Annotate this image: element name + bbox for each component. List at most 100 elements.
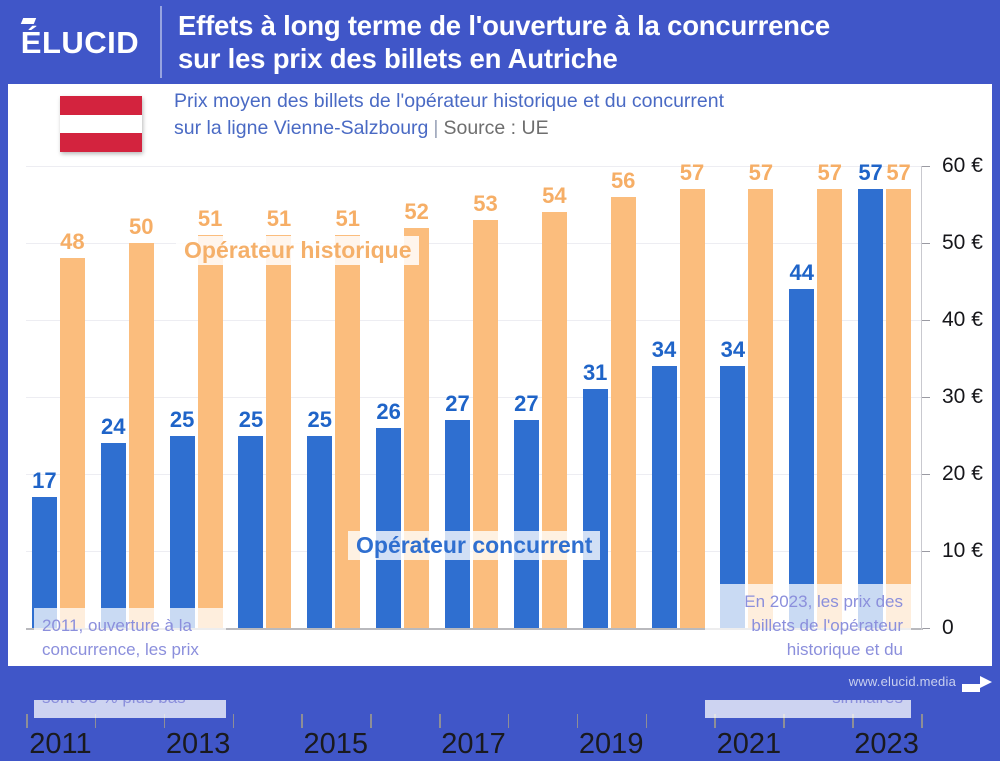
bar-historique-2021 bbox=[748, 189, 774, 628]
austria-flag-icon bbox=[60, 96, 142, 152]
footer-bar: www.elucid.media bbox=[0, 666, 1000, 700]
bar-historique-2011 bbox=[59, 258, 85, 628]
bar-concurrent-2013 bbox=[169, 435, 195, 628]
x-axis-label-2015: 2015 bbox=[303, 728, 369, 760]
bar-historique-2017 bbox=[473, 219, 498, 628]
x-axis-label-2011: 2011 bbox=[29, 728, 92, 760]
header-divider bbox=[160, 6, 162, 78]
bar-value-label: 24 bbox=[101, 414, 126, 440]
bar-value-label: 57 bbox=[886, 160, 911, 186]
x-axis-baseline bbox=[26, 628, 923, 630]
bar-value-label: 51 bbox=[266, 206, 292, 232]
bar-value-label: 57 bbox=[858, 160, 883, 186]
bar-value-label: 34 bbox=[720, 337, 746, 363]
x-axis-tick bbox=[921, 714, 923, 728]
footer-url: www.elucid.media bbox=[848, 674, 956, 689]
bar-concurrent-2017 bbox=[445, 420, 470, 628]
x-axis-tick bbox=[576, 714, 579, 728]
bar-value-label: 25 bbox=[307, 406, 333, 432]
chart-subtitle: Prix moyen des billets de l'opérateur hi… bbox=[174, 88, 974, 142]
bar-historique-2018 bbox=[541, 212, 567, 628]
bar-value-label: 25 bbox=[169, 406, 195, 432]
bar-concurrent-2012 bbox=[100, 443, 126, 628]
x-axis-label-2019: 2019 bbox=[578, 728, 644, 760]
logo-text: ÉLUCID bbox=[20, 24, 140, 60]
x-axis-label-2021: 2021 bbox=[716, 728, 782, 760]
bar-value-label: 54 bbox=[542, 183, 567, 209]
elucid-logo: ÉLUCID bbox=[0, 0, 160, 84]
logo-accent-icon bbox=[20, 17, 37, 24]
x-axis-tick bbox=[26, 714, 28, 728]
bar-value-label: 57 bbox=[748, 160, 774, 186]
bar-concurrent-2019 bbox=[582, 389, 608, 628]
bar-concurrent-2020 bbox=[651, 366, 677, 628]
x-axis-tick bbox=[370, 714, 372, 728]
x-axis-label-2023: 2023 bbox=[854, 728, 919, 760]
gridline bbox=[26, 166, 921, 167]
bar-historique-2023 bbox=[886, 189, 912, 628]
page-title-line-2: sur les prix des billets en Autriche bbox=[178, 43, 618, 74]
bar-value-label: 57 bbox=[679, 160, 705, 186]
subtitle-route: sur la ligne Vienne-Salzbourg bbox=[174, 117, 429, 139]
y-axis-label: 10 € bbox=[942, 539, 983, 562]
bar-historique-2020 bbox=[679, 189, 705, 628]
x-axis-tick bbox=[439, 714, 441, 728]
y-axis-label: 50 € bbox=[942, 231, 983, 254]
bar-concurrent-2022 bbox=[789, 289, 815, 628]
y-axis-tick bbox=[921, 243, 930, 244]
bar-value-label: 44 bbox=[789, 260, 814, 286]
bar-value-label: 27 bbox=[445, 391, 470, 417]
y-axis-label: 20 € bbox=[942, 462, 983, 485]
y-axis-tick bbox=[921, 166, 930, 167]
bar-value-label: 48 bbox=[60, 229, 85, 255]
legend-label-historique: Opérateur historique bbox=[176, 236, 420, 265]
bar-value-label: 25 bbox=[238, 406, 264, 432]
bar-historique-2014 bbox=[266, 235, 292, 628]
flag-band-bottom bbox=[60, 133, 142, 152]
subtitle-line-1: Prix moyen des billets de l'opérateur hi… bbox=[174, 90, 725, 112]
bar-value-label: 56 bbox=[610, 167, 636, 193]
legend-label-concurrent: Opérateur concurrent bbox=[348, 531, 601, 560]
bar-concurrent-2016 bbox=[376, 427, 402, 628]
y-axis-tick bbox=[921, 628, 930, 629]
y-axis-label: 60 € bbox=[942, 154, 983, 177]
bar-value-label: 57 bbox=[817, 160, 842, 186]
flag-band-top bbox=[60, 96, 142, 115]
y-axis-tick bbox=[921, 474, 930, 475]
bar-concurrent-2011 bbox=[31, 497, 57, 628]
bar-value-label: 17 bbox=[32, 468, 57, 494]
header-bar: ÉLUCID Effets à long terme de l'ouvertur… bbox=[0, 0, 1000, 84]
y-axis-label: 30 € bbox=[942, 385, 983, 408]
page-title-line-1: Effets à long terme de l'ouverture à la … bbox=[178, 10, 830, 41]
bar-value-label: 26 bbox=[376, 398, 401, 424]
bar-value-label: 27 bbox=[514, 391, 539, 417]
subtitle-source: Source : UE bbox=[443, 117, 549, 139]
bar-value-label: 31 bbox=[582, 360, 608, 386]
y-axis-tick bbox=[921, 397, 930, 398]
y-axis-line bbox=[921, 166, 922, 630]
bar-concurrent-2018 bbox=[513, 420, 539, 628]
bar-value-label: 50 bbox=[129, 214, 154, 239]
bar-historique-2013 bbox=[197, 235, 223, 628]
bar-concurrent-2023 bbox=[858, 189, 884, 628]
x-axis-tick bbox=[301, 714, 303, 728]
y-axis-tick bbox=[921, 320, 930, 321]
x-axis-label-2013: 2013 bbox=[165, 728, 231, 760]
bar-value-label: 52 bbox=[404, 198, 429, 224]
plot-area: 0 10 € 20 € 30 € 40 € 50 € 60 € 17 48 24 50 25 51 25 5… bbox=[26, 154, 983, 639]
chart-card: Prix moyen des billets de l'opérateur hi… bbox=[8, 84, 992, 760]
x-axis-label-2017: 2017 bbox=[441, 728, 506, 760]
flag-band-middle bbox=[60, 114, 142, 134]
bar-historique-2022 bbox=[817, 189, 843, 628]
x-axis-tick bbox=[232, 714, 235, 728]
bar-historique-2019 bbox=[610, 196, 636, 628]
bar-historique-2012 bbox=[128, 243, 154, 628]
bar-value-label: 53 bbox=[473, 190, 498, 216]
bar-historique-2015 bbox=[335, 235, 361, 628]
annotation-left: 2011, ouverture à la concurrence, les pr… bbox=[34, 608, 226, 718]
bar-value-label: 34 bbox=[651, 337, 677, 363]
x-axis-tick bbox=[645, 714, 648, 728]
page-title: Effets à long terme de l'ouverture à la … bbox=[162, 9, 840, 75]
bar-value-label: 51 bbox=[335, 206, 361, 232]
